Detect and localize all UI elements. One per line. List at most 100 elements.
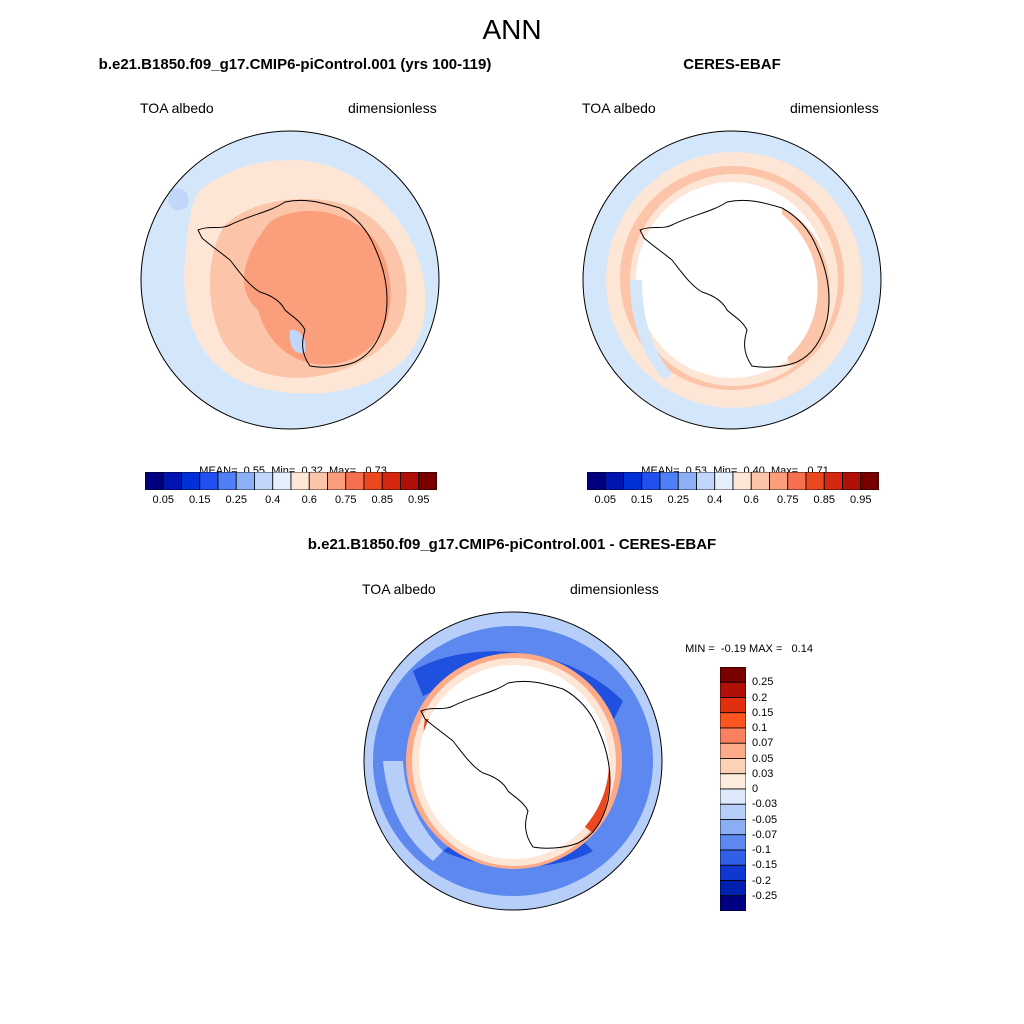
panel-3-stats: MIN = -0.19 MAX = 0.14 — [685, 643, 813, 655]
panel-3-title: b.e21.B1850.f09_g17.CMIP6-piControl.001 … — [307, 536, 717, 553]
colorbar-swatch — [732, 472, 752, 490]
colorbar-swatch — [720, 819, 746, 836]
colorbar-swatch — [720, 773, 746, 790]
colorbar-tick-label: 0.05 — [594, 494, 616, 506]
colorbar-swatch — [345, 472, 365, 490]
colorbar-tick-label: 0.15 — [631, 494, 653, 506]
colorbar-tick-label: -0.2 — [752, 874, 771, 887]
colorbar-tick-label: 0.05 — [752, 752, 774, 765]
colorbar-swatch — [696, 472, 716, 490]
figure-title: ANN — [482, 14, 542, 45]
colorbar-tick-label: -0.07 — [752, 828, 778, 841]
colorbar-swatch — [842, 472, 862, 490]
panel-1-colorbar-ticks: 0.05 0.15 0.25 0.4 0.6 0.75 0.85 0.95 — [145, 494, 437, 508]
colorbar-tick-label: 0.07 — [752, 737, 774, 750]
colorbar-tick-label: 0.05 — [152, 494, 174, 506]
colorbar-swatch — [587, 472, 606, 490]
colorbar-tick-label: 0.25 — [752, 676, 774, 689]
colorbar-swatch — [787, 472, 807, 490]
colorbar-swatch — [720, 681, 746, 698]
colorbar-tick-label: 0.6 — [743, 494, 759, 506]
colorbar-tick-label: 0.75 — [777, 494, 799, 506]
colorbar-swatch — [199, 472, 219, 490]
colorbar-swatch — [254, 472, 274, 490]
colorbar-swatch — [604, 472, 624, 490]
panel-1-title: b.e21.B1850.f09_g17.CMIP6-piControl.001 … — [98, 56, 492, 73]
colorbar-swatch — [145, 472, 164, 490]
colorbar-tick-label: -0.15 — [752, 859, 778, 872]
colorbar-tick-label: 0 — [752, 783, 759, 795]
colorbar-swatch — [720, 742, 746, 759]
colorbar-swatch — [714, 472, 734, 490]
colorbar-swatch — [418, 472, 437, 490]
colorbar-tick-label: 0.4 — [707, 494, 723, 506]
colorbar-swatch — [720, 788, 746, 805]
colorbar-swatch — [720, 727, 746, 744]
colorbar-tick-label: 0.6 — [301, 494, 317, 506]
colorbar-swatch — [720, 834, 746, 851]
colorbar-swatch — [235, 472, 255, 490]
colorbar-tick-label: -0.1 — [752, 844, 771, 856]
colorbar-swatch — [720, 849, 746, 866]
panel-2-variable-label: TOA albedo — [582, 100, 656, 116]
colorbar-swatch — [720, 803, 746, 820]
panel-1-variable-label: TOA albedo — [140, 100, 214, 116]
colorbar-tick-label: 0.85 — [371, 494, 393, 506]
colorbar-swatch — [162, 472, 182, 490]
colorbar-swatch — [623, 472, 643, 490]
colorbar-tick-label: 0.75 — [335, 494, 357, 506]
colorbar-tick-label: -0.03 — [752, 798, 778, 811]
colorbar-swatch — [217, 472, 237, 490]
colorbar-tick-label: 0.15 — [189, 494, 211, 506]
panel-3-colorbar-ticks: 0.25 0.2 0.15 0.1 0.07 0.05 0.03 0 -0.03 -0.05 -0.… — [752, 667, 812, 911]
colorbar-tick-label: 0.1 — [752, 722, 768, 734]
colorbar-swatch — [720, 880, 746, 897]
colorbar-tick-label: 0.95 — [408, 494, 430, 506]
panel-3-variable-label: TOA albedo — [362, 581, 436, 597]
panel-2-title: CERES-EBAF — [683, 56, 781, 73]
colorbar-tick-label: 0.25 — [225, 494, 247, 506]
panel-2-colorbar — [587, 472, 879, 490]
colorbar-tick-label: 0.2 — [752, 691, 768, 704]
panel-3-units-label: dimensionless — [570, 581, 659, 597]
colorbar-swatch — [677, 472, 697, 490]
colorbar-swatch — [720, 667, 746, 683]
panel-1-units-label: dimensionless — [348, 100, 437, 116]
colorbar-swatch — [769, 472, 789, 490]
colorbar-swatch — [181, 472, 201, 490]
panel-3-polar-map — [363, 611, 663, 911]
colorbar-swatch — [720, 697, 746, 714]
colorbar-swatch — [823, 472, 843, 490]
colorbar-swatch — [272, 472, 292, 490]
panel-2-units-label: dimensionless — [790, 100, 879, 116]
colorbar-swatch — [381, 472, 401, 490]
colorbar-tick-label: 0.95 — [850, 494, 872, 506]
colorbar-tick-label: 0.15 — [752, 706, 774, 719]
colorbar-swatch — [720, 895, 746, 911]
colorbar-tick-label: 0.25 — [667, 494, 689, 506]
colorbar-swatch — [290, 472, 310, 490]
colorbar-tick-label: 0.85 — [813, 494, 835, 506]
colorbar-swatch — [720, 758, 746, 775]
colorbar-swatch — [363, 472, 383, 490]
colorbar-swatch — [805, 472, 825, 490]
colorbar-tick-label: 0.4 — [265, 494, 281, 506]
colorbar-swatch — [720, 864, 746, 881]
panel-2-colorbar-ticks: 0.05 0.15 0.25 0.4 0.6 0.75 0.85 0.95 — [587, 494, 879, 508]
panel-1-polar-map — [140, 130, 440, 430]
panel-3-antarctica-coastline — [420, 680, 611, 849]
panel-3-colorbar — [720, 667, 746, 911]
colorbar-tick-label: -0.05 — [752, 813, 778, 826]
colorbar-tick-label: -0.25 — [752, 889, 778, 902]
colorbar-swatch — [641, 472, 661, 490]
colorbar-swatch — [860, 472, 879, 490]
colorbar-swatch — [659, 472, 679, 490]
panel-2-antarctica-coastline — [639, 199, 830, 368]
colorbar-swatch — [327, 472, 347, 490]
colorbar-tick-label: 0.03 — [752, 767, 774, 780]
colorbar-swatch — [400, 472, 420, 490]
panel-1-antarctica-coastline — [197, 199, 388, 368]
colorbar-swatch — [308, 472, 328, 490]
colorbar-swatch — [720, 712, 746, 729]
panel-1-colorbar — [145, 472, 437, 490]
